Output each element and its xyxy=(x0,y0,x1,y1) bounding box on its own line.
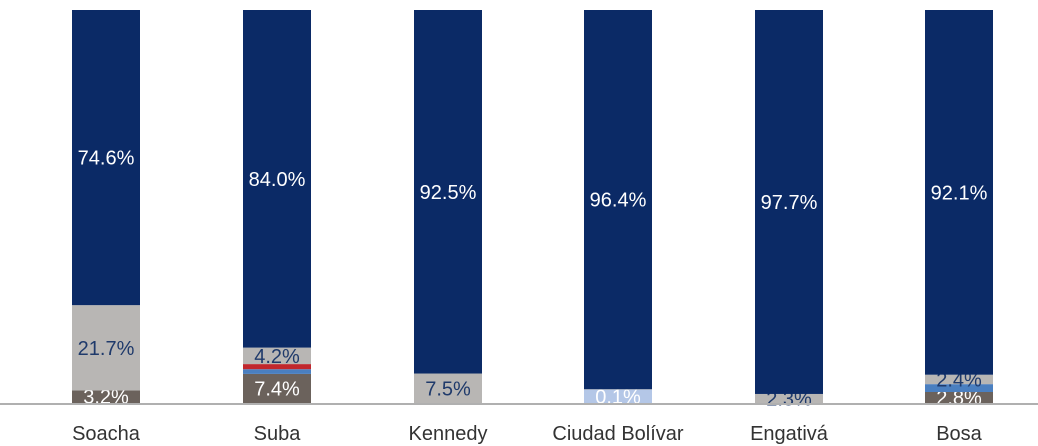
data-label-soacha-4: 21.7% xyxy=(78,338,135,360)
bar-segment-soacha-4 xyxy=(72,305,140,391)
bar-segment-bosa-4 xyxy=(925,374,993,385)
bar-segment-suba-0 xyxy=(243,373,311,403)
category-label-bosa: Bosa xyxy=(936,423,982,445)
category-label-soacha: Soacha xyxy=(72,423,141,445)
category-label-suba: Suba xyxy=(254,423,302,445)
category-label-kennedy: Kennedy xyxy=(409,423,488,445)
data-label-ciudad-bolivar-3: 0.1% xyxy=(595,386,641,408)
data-label-suba-4: 4.2% xyxy=(254,346,300,368)
category-label-ciudad-bolivar: Ciudad Bolívar xyxy=(552,423,684,445)
category-labels: Soacha Suba Kennedy Ciudad Bolívar Engativá B… xyxy=(72,423,983,445)
bar-segment-suba-2 xyxy=(243,364,311,370)
bar-segment-suba-5 xyxy=(243,10,311,348)
bar-segment-ciudad-bolivar-5 xyxy=(584,10,652,390)
bar-segment-kennedy-4 xyxy=(414,373,482,403)
bar-segment-ciudad-bolivar-3 xyxy=(584,389,652,403)
data-label-soacha-5: 74.6% xyxy=(78,148,135,170)
bar-segment-engativa-4 xyxy=(755,393,823,403)
category-label-engativa: Engativá xyxy=(750,423,829,445)
bar-segment-suba-1 xyxy=(243,369,311,374)
data-label-kennedy-4: 7.5% xyxy=(425,378,471,400)
data-label-ciudad-bolivar-5: 96.4% xyxy=(590,190,647,212)
bar-segment-soacha-5 xyxy=(72,10,140,306)
bar-segment-bosa-1 xyxy=(925,384,993,392)
bar-segment-bosa-5 xyxy=(925,10,993,375)
data-label-suba-5: 84.0% xyxy=(249,169,306,191)
data-label-kennedy-5: 92.5% xyxy=(420,182,477,204)
bars-layer: 3.2%21.7%74.6%7.4%4.2%84.0%7.5%92.5%0.1%… xyxy=(72,10,993,410)
bar-segment-suba-4 xyxy=(243,347,311,365)
data-label-bosa-4: 2.4% xyxy=(936,369,982,391)
bar-segment-engativa-5 xyxy=(755,10,823,394)
data-label-bosa-5: 92.1% xyxy=(931,182,988,204)
data-label-engativa-5: 97.7% xyxy=(761,192,818,214)
data-label-suba-0: 7.4% xyxy=(254,378,300,400)
bar-segment-soacha-0 xyxy=(72,390,140,403)
bar-segment-kennedy-5 xyxy=(414,10,482,374)
bar-segment-bosa-0 xyxy=(925,391,993,403)
